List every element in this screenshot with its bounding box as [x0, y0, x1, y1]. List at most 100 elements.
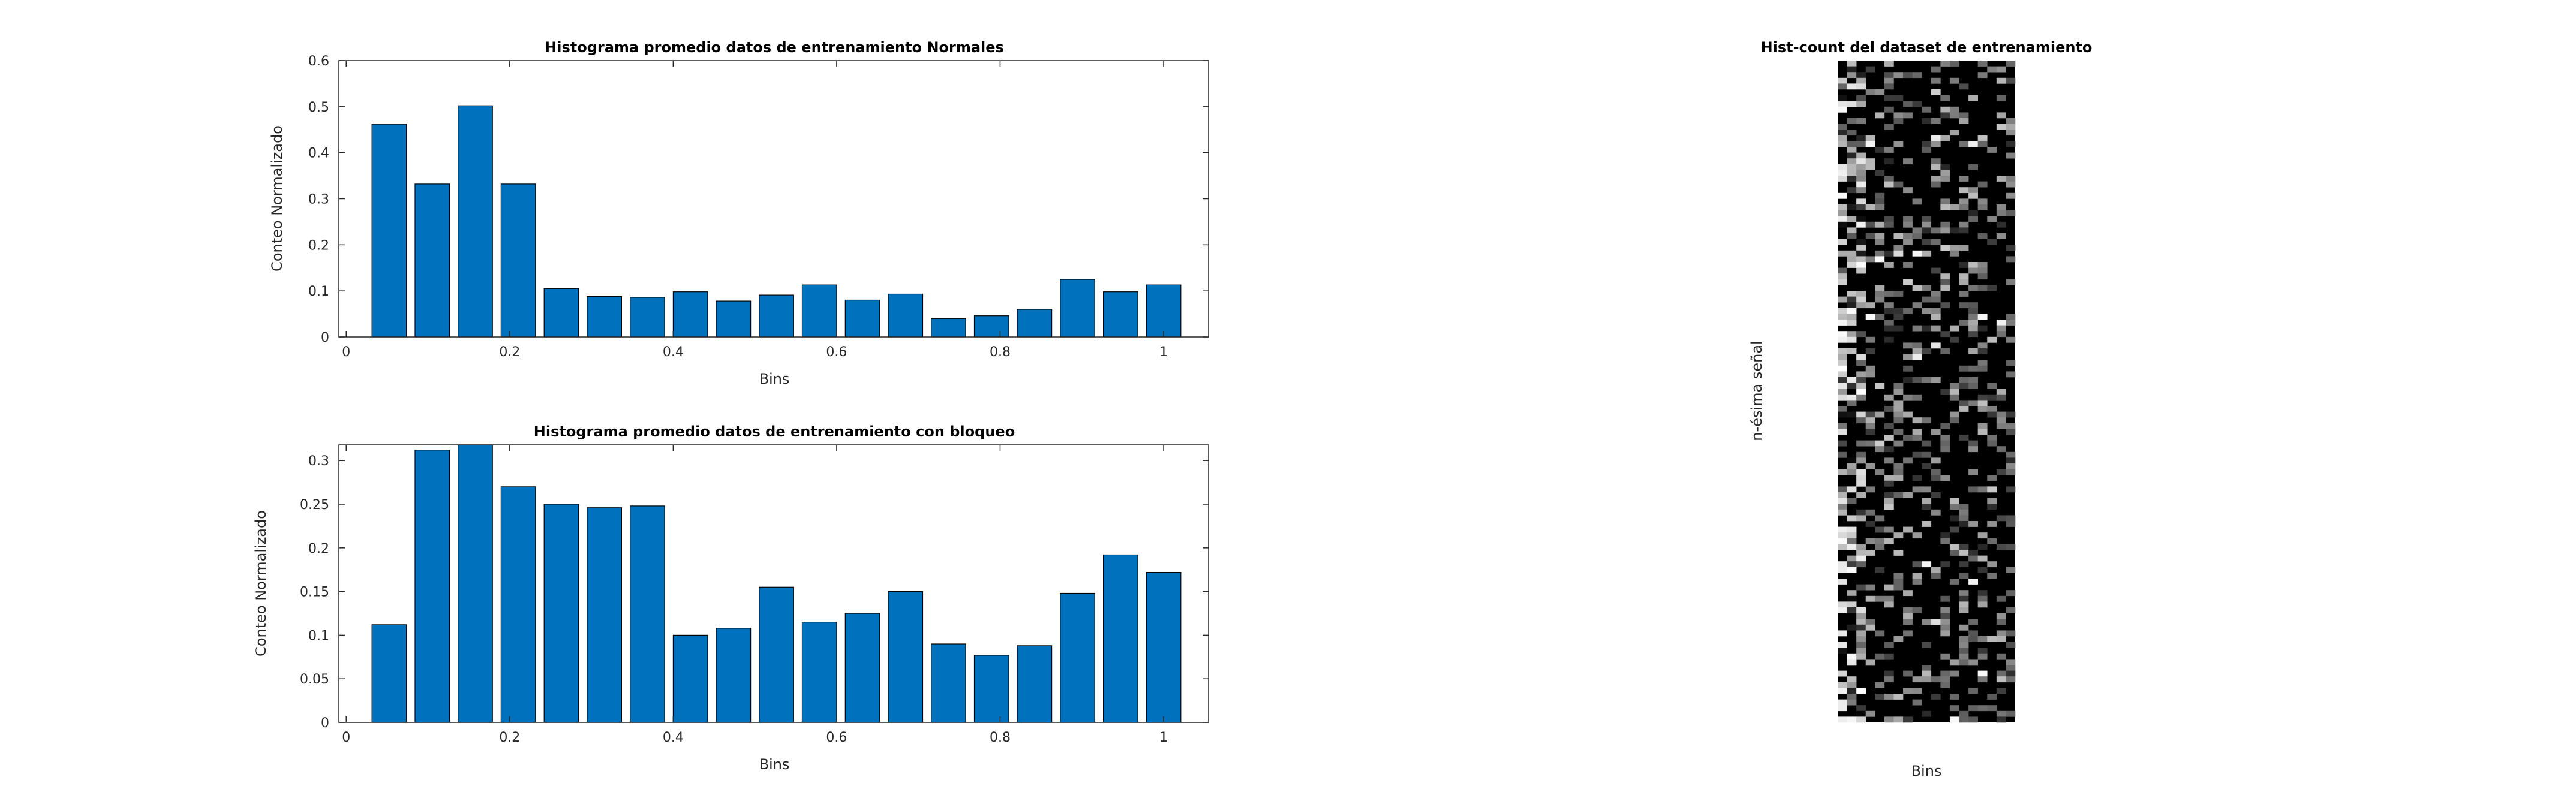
heatmap-cell — [1987, 383, 1997, 389]
heatmap-cell — [1893, 95, 1904, 101]
heatmap-cell — [1856, 710, 1866, 717]
heatmap-cell — [1949, 716, 1959, 723]
heatmap-cell — [2006, 256, 2016, 263]
heatmap-cell — [1856, 469, 1866, 475]
heatmap-cell — [1838, 95, 1847, 101]
heatmap-cell — [1847, 394, 1857, 401]
y-axis-label: Conteo Normalizado — [253, 510, 269, 657]
heatmap-cell — [1856, 267, 1866, 274]
bar — [973, 655, 1009, 723]
heatmap-cell — [1847, 130, 1857, 136]
heatmap-cell — [1968, 348, 1978, 354]
heatmap-cell — [1847, 457, 1857, 464]
heatmap-cell — [2006, 670, 2016, 677]
heatmap-cell — [1847, 567, 1857, 573]
heatmap-cell — [1865, 659, 1875, 666]
heatmap-cell — [1838, 130, 1847, 136]
heatmap-cell — [1847, 682, 1857, 688]
ticks: 0 0.2 0.4 0.6 0.8 1 0 0.05 0.1 0.15 0.2 0.25 0.3 — [300, 445, 1209, 745]
heatmap-cell — [1949, 227, 1959, 234]
heatmap-cell — [1875, 296, 1885, 303]
heatmap-cell — [1903, 670, 1913, 677]
heatmap-cell — [1959, 279, 1969, 285]
heatmap-cell — [1922, 417, 1932, 424]
heatmap-cell — [1856, 550, 1866, 556]
heatmap-cell — [1875, 204, 1885, 210]
heatmap-cell — [1940, 164, 1950, 170]
heatmap-cell — [1977, 406, 1988, 412]
heatmap-cell — [1922, 308, 1932, 314]
heatmap-cell — [1903, 354, 1913, 360]
heatmap-cell — [1922, 377, 1932, 383]
heatmap-cell — [1912, 699, 1922, 706]
heatmap-cell — [1865, 595, 1875, 602]
heatmap-cell — [1884, 302, 1894, 309]
heatmap-cell — [1940, 135, 1950, 141]
heatmap-cell — [1903, 688, 1913, 694]
heatmap-cell — [1977, 705, 1988, 712]
heatmap-cell — [1959, 262, 1969, 268]
heatmap-cell — [1884, 595, 1894, 602]
heatmap-cell — [1996, 469, 2006, 475]
heatmap-cell — [1865, 624, 1875, 631]
heatmap-cell — [1847, 176, 1857, 182]
heatmap-cell — [1847, 320, 1857, 326]
bar — [1146, 571, 1182, 723]
heatmap-cell — [1884, 61, 1894, 67]
heatmap-cell — [1931, 181, 1941, 188]
heatmap-cell — [2006, 118, 2016, 124]
heatmap-cell — [1922, 440, 1932, 447]
heatmap-cell — [1856, 642, 1866, 648]
heatmap-cell — [1977, 273, 1988, 280]
heatmap-cell — [1912, 475, 1922, 481]
heatmap-cell — [1931, 77, 1941, 84]
heatmap-cell — [1922, 498, 1932, 504]
heatmap-cell — [1903, 158, 1913, 165]
heatmap-cell — [1856, 584, 1866, 591]
x-tick-label: 0.8 — [990, 730, 1011, 745]
heatmap-cell — [1865, 538, 1875, 544]
heatmap-cell — [1940, 538, 1950, 544]
heatmap-cell — [1884, 320, 1894, 326]
heatmap-cell — [1884, 336, 1894, 343]
heatmap-cell — [1931, 492, 1941, 498]
heatmap-cell — [1940, 532, 1950, 539]
heatmap-cell — [1912, 688, 1922, 694]
bar — [1102, 291, 1138, 338]
heatmap-cell — [1977, 135, 1988, 141]
heatmap-cell — [1847, 101, 1857, 107]
heatmap-cell — [1912, 250, 1922, 257]
heatmap-cell — [1856, 181, 1866, 188]
heatmap-cell — [1912, 233, 1922, 239]
heatmap-cell — [1940, 624, 1950, 631]
ticks: 0 0.2 0.4 0.6 0.8 1 0 0.1 0.2 0.3 0.4 0.5 0.6 — [308, 54, 1209, 360]
heatmap-cell — [1949, 130, 1959, 136]
heatmap-cell — [2006, 411, 2016, 418]
heatmap-cell — [1940, 440, 1950, 447]
heatmap-cell — [1838, 164, 1847, 170]
heatmap-cell — [1977, 590, 1988, 597]
heatmap-cell — [1977, 595, 1988, 602]
heatmap-cell — [1875, 256, 1885, 263]
heatmap-cell — [1931, 158, 1941, 165]
heatmap-cell — [1959, 141, 1969, 147]
heatmap-cell — [1856, 221, 1866, 228]
bar — [801, 621, 837, 723]
heatmap-cell — [1959, 245, 1969, 251]
heatmap-cell — [1856, 716, 1866, 723]
heatmap-cell — [1847, 383, 1857, 389]
heatmap-cell — [1912, 607, 1922, 613]
heatmap-cell — [1884, 423, 1894, 429]
heatmap-cell — [1865, 440, 1875, 447]
heatmap-cell — [1996, 710, 2006, 717]
heatmap-cell — [1893, 383, 1904, 389]
heatmap-cell — [1838, 83, 1847, 90]
heatmap-cell — [1838, 365, 1847, 372]
heatmap-cell — [1968, 555, 1978, 562]
heatmap-cell — [1856, 492, 1866, 498]
heatmap-cell — [1838, 360, 1847, 366]
heatmap-cell — [1968, 630, 1978, 637]
heatmap-cell — [1893, 181, 1904, 188]
heatmap-cell — [1847, 152, 1857, 159]
